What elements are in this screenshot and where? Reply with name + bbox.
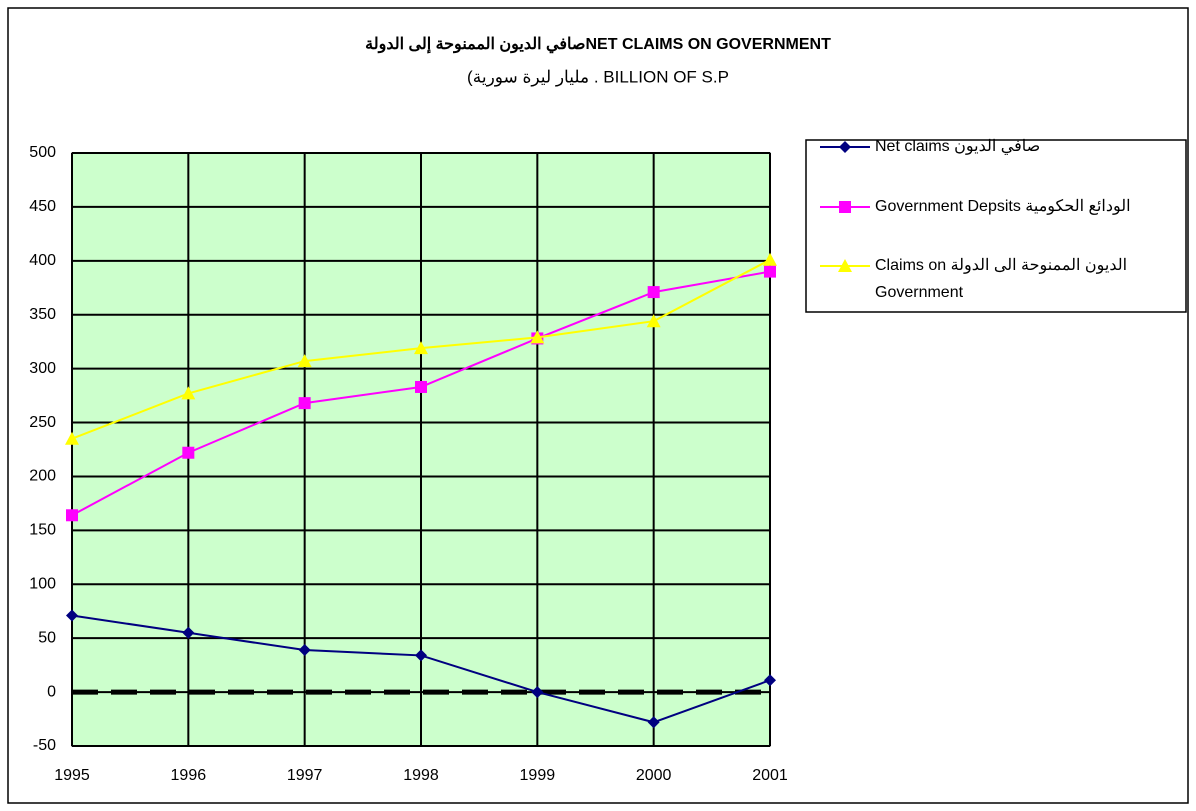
chart-subtitle: (مليار ليرة سورية . BILLION OF S.P	[467, 67, 729, 87]
point	[764, 674, 776, 687]
y-tick-label: 250	[29, 414, 56, 431]
point	[297, 354, 312, 368]
point	[415, 649, 427, 662]
y-tick-label: 400	[29, 252, 56, 269]
point	[298, 397, 311, 410]
y-tick-label: 500	[29, 144, 56, 161]
point	[647, 286, 660, 299]
x-tick-label: 1996	[171, 767, 207, 784]
point	[838, 259, 852, 272]
y-tick-label: 100	[29, 575, 56, 592]
legend-label: Claims on الديون الممنوحة الى الدولة Gov…	[875, 257, 1128, 301]
point	[646, 314, 661, 328]
y-tick-label: 450	[29, 198, 56, 215]
point	[66, 609, 78, 622]
y-tick-label: -50	[33, 737, 56, 754]
point	[66, 509, 78, 522]
y-tick-label: 0	[47, 683, 56, 700]
legend-box	[805, 139, 1187, 313]
y-tick-label: 300	[29, 360, 56, 377]
legend-label: Government Depsits الودائع الحكومية	[875, 198, 1131, 215]
legend-label: Net claims صافي الديون	[875, 138, 1041, 155]
point	[414, 341, 428, 355]
y-tick-label: 350	[29, 306, 56, 323]
point	[298, 644, 311, 657]
point	[839, 201, 851, 213]
x-tick-label: 1998	[403, 767, 439, 784]
point	[763, 252, 777, 266]
point	[65, 431, 79, 445]
point	[530, 330, 545, 344]
point	[764, 265, 776, 278]
point	[182, 626, 195, 639]
point	[181, 386, 196, 400]
x-tick-label: 2001	[752, 767, 788, 784]
point	[182, 446, 195, 459]
x-tick-label: 1999	[520, 767, 556, 784]
point	[531, 686, 544, 699]
y-tick-label: 200	[29, 468, 56, 485]
point	[647, 716, 660, 729]
y-tick-label: 50	[38, 629, 56, 646]
point	[415, 380, 427, 393]
y-tick-label: 150	[29, 522, 56, 539]
x-tick-label: 1997	[287, 767, 323, 784]
x-tick-label: 2000	[636, 767, 672, 784]
x-tick-label: 1995	[54, 767, 90, 784]
chart-title: صافي الديون الممنوحة إلى الدولةNET CLAIM…	[365, 36, 831, 54]
point	[839, 141, 851, 153]
